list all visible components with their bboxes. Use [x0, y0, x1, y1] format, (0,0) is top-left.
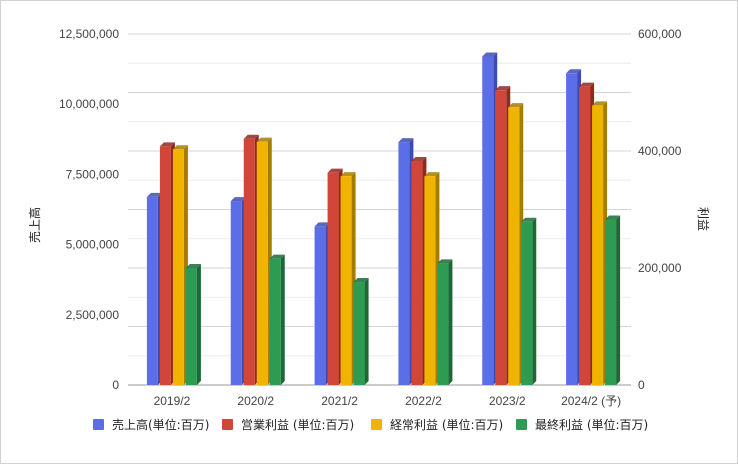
bar — [172, 145, 188, 385]
category-label: 2024/2 (予) — [561, 394, 621, 408]
right-tick-label: 0 — [638, 378, 645, 392]
legend-swatch — [371, 419, 382, 430]
legend-entry: 経常利益 (単位:百万) — [390, 417, 503, 432]
bar — [353, 278, 369, 385]
category-label: 2023/2 — [489, 394, 526, 408]
right-tick-label: 400,000 — [638, 144, 682, 158]
category-label: 2021/2 — [321, 394, 358, 408]
bar — [437, 259, 453, 385]
bar — [327, 168, 343, 385]
bars — [146, 52, 621, 386]
bar — [495, 86, 511, 385]
left-tick-label: 2,500,000 — [66, 308, 120, 322]
left-axis-ticks: 0 2,500,000 5,000,000 7,500,000 10,000,000 12… — [59, 27, 119, 392]
bar — [159, 142, 175, 385]
bar — [230, 197, 246, 385]
bar — [411, 156, 427, 385]
legend-swatch — [93, 419, 104, 430]
bar — [605, 215, 621, 385]
bar — [566, 69, 582, 385]
bar — [424, 172, 440, 385]
left-axis-title: 売上高 — [27, 207, 42, 243]
bar — [185, 264, 201, 385]
category-label: 2022/2 — [405, 394, 442, 408]
category-label: 2019/2 — [154, 394, 191, 408]
bar — [269, 254, 285, 385]
legend-entry: 売上高(単位:百万) — [112, 417, 209, 432]
right-axis-title: 利益 — [696, 207, 710, 231]
bar — [482, 52, 498, 386]
category-label: 2020/2 — [237, 394, 274, 408]
bar — [146, 192, 162, 385]
right-tick-label: 200,000 — [638, 261, 682, 275]
bar — [398, 138, 414, 385]
bar — [340, 172, 356, 385]
bar — [508, 103, 524, 385]
legend-swatch — [222, 419, 233, 430]
category-labels: 2019/2 2020/2 2021/2 2022/2 2023/2 2024/2 (予) — [154, 394, 622, 408]
left-tick-label: 0 — [112, 378, 119, 392]
right-axis-ticks: 0 200,000 400,000 600,000 — [638, 27, 682, 392]
left-tick-label: 12,500,000 — [59, 27, 119, 41]
bar — [592, 101, 608, 386]
legend: 売上高(単位:百万) 営業利益 (単位:百万) 経常利益 (単位:百万) 最終利益 (… — [93, 417, 648, 432]
right-tick-label: 600,000 — [638, 27, 682, 41]
bar — [243, 134, 259, 385]
bar — [256, 137, 272, 385]
bar — [521, 217, 537, 385]
legend-entry: 最終利益 (単位:百万) — [535, 417, 648, 432]
legend-entry: 営業利益 (単位:百万) — [241, 417, 354, 432]
legend-swatch — [516, 419, 527, 430]
bar — [314, 222, 330, 385]
left-tick-label: 5,000,000 — [66, 238, 120, 252]
left-tick-label: 10,000,000 — [59, 97, 119, 111]
left-tick-label: 7,500,000 — [66, 167, 120, 181]
bar — [579, 82, 595, 386]
gridlines — [128, 33, 631, 386]
